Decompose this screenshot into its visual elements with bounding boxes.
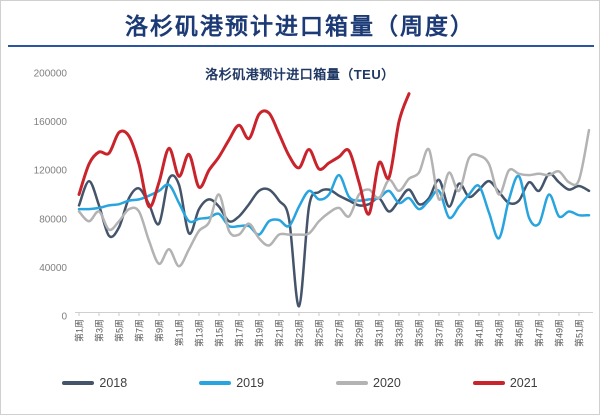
y-tick-label: 40000 [39,263,67,274]
x-tick-label: 第41周 [474,319,485,347]
title-underline [8,45,594,47]
legend-item-2020: 2020 [336,376,401,390]
x-tick-label: 第13周 [194,319,205,347]
x-tick-label: 第25周 [314,319,325,347]
x-tick-label: 第15周 [214,319,225,347]
x-tick-label: 第11周 [174,319,185,346]
series-line-2021 [77,92,411,216]
x-tick-label: 第3周 [94,319,105,342]
x-tick-label: 第37周 [434,319,445,347]
legend-item-2019: 2019 [199,376,264,390]
y-tick-label: 0 [61,312,67,323]
legend-item-2021: 2021 [472,376,538,390]
x-tick-label: 第39周 [454,319,465,347]
legend-label-2020: 2020 [373,376,401,390]
x-tick-label: 第31周 [374,319,385,347]
chart-title: 洛杉矶港预计进口箱量（TEU） [205,67,395,82]
x-tick-label: 第27周 [334,319,345,347]
x-tick-label: 第45周 [514,319,525,347]
page-title: 洛杉矶港预计进口箱量（周度） [125,13,475,40]
x-tick-label: 第35周 [414,319,425,347]
chart-legend: 2018 2019 2020 2021 [1,376,599,390]
x-tick-label: 第47周 [534,319,545,347]
x-tick-label: 第21周 [274,319,285,347]
x-tick-label: 第7周 [134,319,145,342]
x-tick-label: 第5周 [114,319,125,342]
x-tick-label: 第9周 [154,319,165,342]
x-tick-label: 第23周 [294,319,305,347]
series-line-2020 [77,128,591,268]
x-tick-label: 第19周 [254,319,265,347]
legend-label-2018: 2018 [99,376,128,390]
legend-label-2021: 2021 [509,376,538,390]
y-tick-label: 200000 [34,69,68,80]
x-tick-label: 第1周 [74,319,85,342]
x-tick-label: 第33周 [394,319,405,347]
x-tick-label: 第43周 [494,319,505,347]
legend-swatch-2018 [62,381,95,385]
x-tick-label: 第51周 [574,319,585,347]
legend-swatch-2019 [199,381,232,385]
legend-item-2018: 2018 [62,376,127,390]
x-tick-label: 第17周 [234,319,245,347]
y-tick-label: 120000 [34,166,68,177]
x-tick-label: 第49周 [554,319,565,347]
series-line-2019 [77,173,591,240]
legend-swatch-2021 [472,381,505,385]
legend-label-2019: 2019 [236,376,264,390]
legend-swatch-2020 [336,381,368,385]
y-tick-label: 160000 [34,117,68,128]
y-tick-label: 80000 [39,214,67,225]
x-tick-label: 第29周 [354,319,365,347]
